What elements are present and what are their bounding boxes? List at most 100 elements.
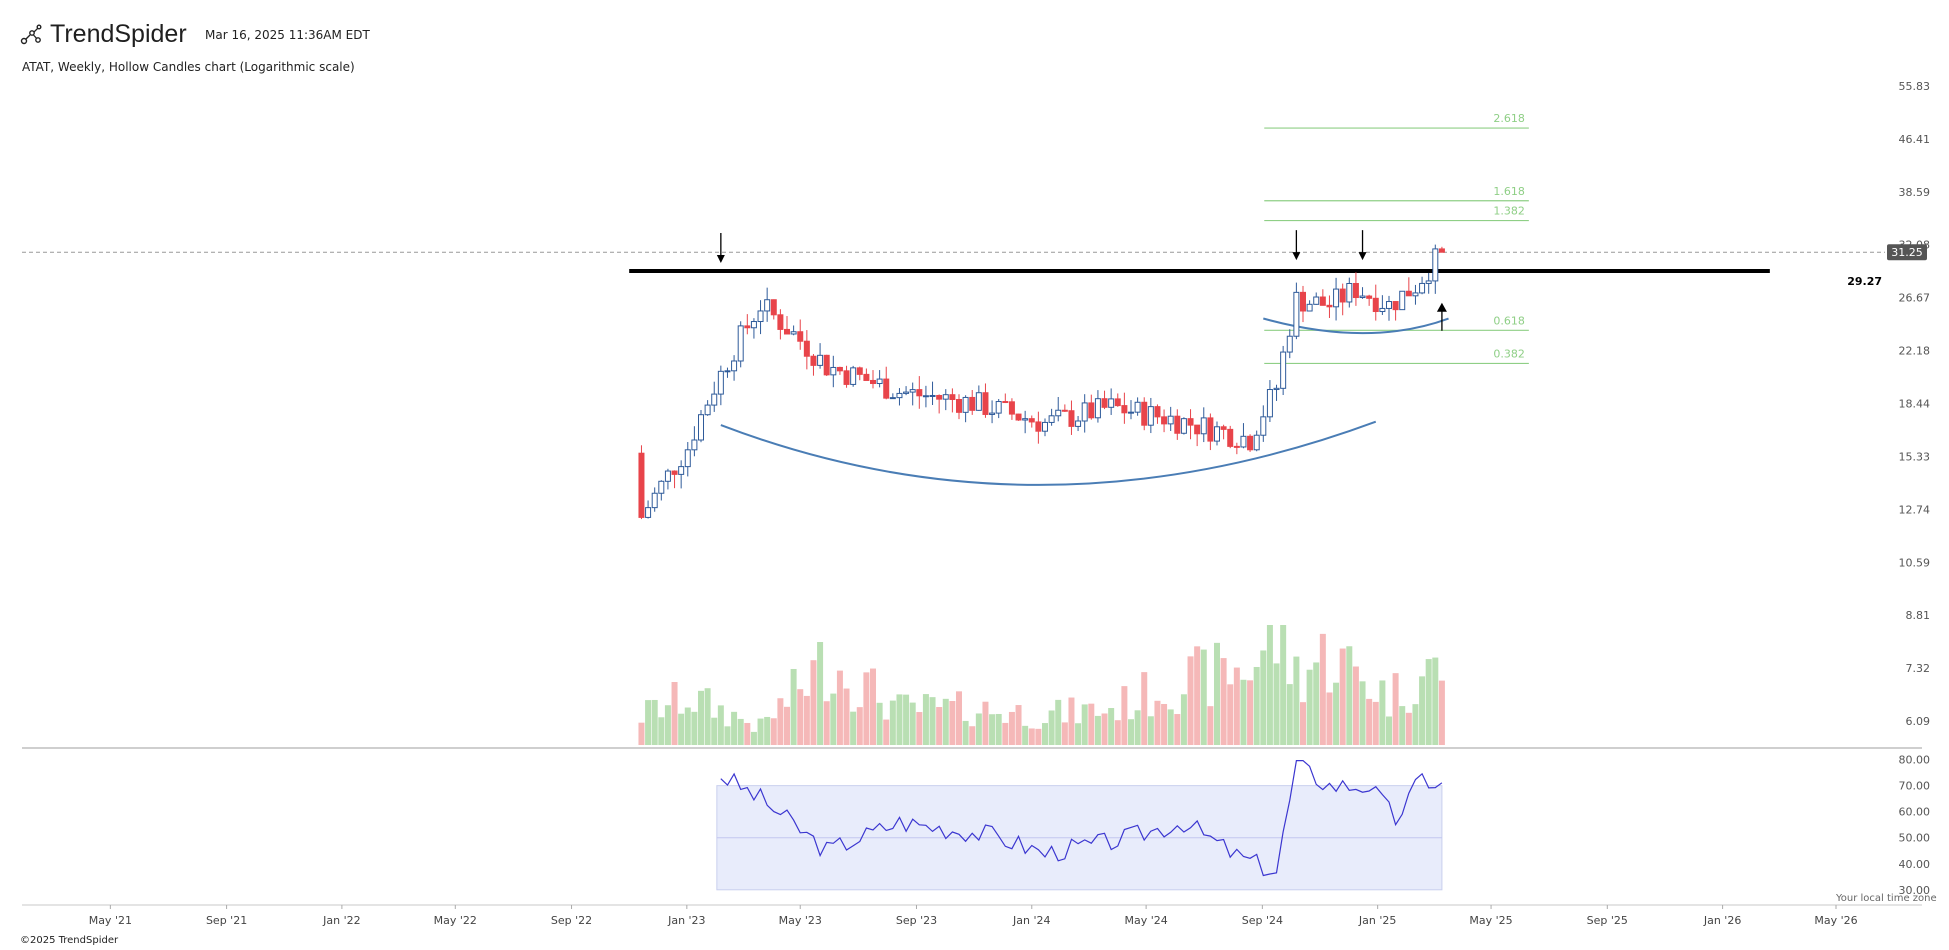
volume-bar: [750, 731, 757, 745]
volume-bar: [1286, 684, 1293, 745]
candle-body: [843, 370, 850, 385]
volume-bar: [1081, 704, 1088, 745]
x-tick-label: Sep '25: [1587, 914, 1628, 927]
brand-name: TrendSpider: [50, 20, 187, 48]
volume-bar: [1306, 669, 1313, 745]
volume-bar: [1346, 646, 1353, 745]
volume-bar: [962, 720, 969, 745]
down-arrow-icon: [716, 254, 725, 263]
candle-body: [1048, 415, 1055, 423]
volume-bar: [678, 713, 685, 745]
candle-body: [1108, 398, 1115, 408]
volume-bar: [1227, 684, 1234, 745]
volume-bar: [1432, 657, 1439, 745]
candle-body: [1405, 290, 1412, 297]
candle-body: [1101, 398, 1108, 408]
resistance-label: 29.27: [1847, 275, 1882, 288]
volume-bar: [658, 717, 665, 745]
candle-body: [942, 394, 949, 400]
volume-bar: [1333, 682, 1340, 745]
candle-body: [1412, 292, 1419, 297]
candle-body: [777, 314, 784, 330]
volume-bar: [1319, 633, 1326, 745]
candle-body: [724, 370, 731, 373]
volume-bar: [1028, 728, 1035, 745]
candle-body: [1299, 291, 1306, 312]
candle-body: [1419, 282, 1426, 294]
candle-body: [784, 328, 791, 335]
candle-body: [1379, 307, 1386, 313]
volume-bar: [638, 722, 645, 745]
volume-bar: [1273, 663, 1280, 745]
volume-bar: [797, 689, 804, 745]
candle-body: [1352, 282, 1359, 299]
volume-bar: [876, 702, 883, 745]
volume-bar: [684, 707, 691, 745]
volume-bar: [883, 719, 890, 745]
rsi-axis-label: 80.00: [1899, 754, 1931, 767]
volume-bar: [975, 713, 982, 745]
x-tick-label: May '23: [779, 914, 822, 927]
candle-body: [698, 414, 705, 441]
volume-bar: [1293, 656, 1300, 745]
volume-bar: [1425, 659, 1432, 745]
volume-bar: [956, 691, 962, 745]
volume-bar: [889, 700, 896, 745]
candle-body: [856, 367, 863, 375]
candle-body: [1041, 421, 1048, 432]
candle-body: [651, 492, 658, 509]
volume-bar: [777, 698, 784, 745]
volume-bar: [764, 716, 771, 745]
candle-body: [750, 321, 757, 329]
price-axis-label: 15.33: [1899, 450, 1931, 463]
candle-body: [982, 392, 989, 415]
x-tick-label: Jan '25: [1358, 914, 1396, 927]
volume-bar: [717, 705, 724, 745]
volume-bar: [1247, 680, 1254, 745]
volume-bar: [1419, 676, 1426, 745]
volume-bar: [1379, 680, 1386, 745]
candle-body: [995, 401, 1002, 414]
volume-bar: [896, 694, 903, 745]
candle-body: [1392, 301, 1399, 311]
volume-bar: [1174, 714, 1181, 745]
volume-bar: [916, 712, 923, 745]
rsi-axis-label: 60.00: [1899, 806, 1931, 819]
volume-bar: [1015, 705, 1022, 745]
up-arrow-icon: [1436, 302, 1447, 312]
timezone-note[interactable]: Your local time zone: [1836, 893, 1937, 904]
candle-body: [956, 399, 962, 413]
x-tick-label: Jan '26: [1703, 914, 1741, 927]
candle-body: [975, 392, 982, 411]
volume-bar: [664, 705, 671, 745]
candle-body: [1154, 406, 1161, 418]
candle-body: [810, 355, 817, 366]
rsi-axis-label: 30.00: [1899, 884, 1931, 897]
candle-body: [797, 331, 804, 342]
volume-bar: [830, 693, 837, 745]
volume-bar: [1299, 702, 1306, 745]
candle-body: [737, 325, 744, 362]
candle-body: [876, 378, 883, 385]
volume-bar: [1405, 712, 1412, 745]
candle-body: [1385, 301, 1392, 309]
volume-bar: [1266, 625, 1273, 745]
volume-bar: [711, 717, 718, 745]
volume-bar: [724, 726, 731, 745]
price-axis-label: 22.18: [1899, 345, 1931, 358]
fib-level-label: 1.618: [1493, 185, 1525, 198]
rsi-axis-label: 40.00: [1899, 858, 1931, 871]
volume-bar: [1359, 681, 1366, 745]
candle-body: [1293, 291, 1300, 337]
volume-bar: [995, 713, 1002, 745]
volume-bar: [856, 707, 863, 745]
volume-bar: [1101, 713, 1108, 745]
volume-bar: [1326, 692, 1333, 745]
price-axis-label: 38.59: [1899, 186, 1931, 199]
candle-body: [903, 391, 910, 394]
candle-body: [1425, 280, 1432, 284]
candle-body: [1008, 401, 1015, 415]
candle-body: [817, 354, 824, 366]
candle-body: [896, 392, 903, 399]
